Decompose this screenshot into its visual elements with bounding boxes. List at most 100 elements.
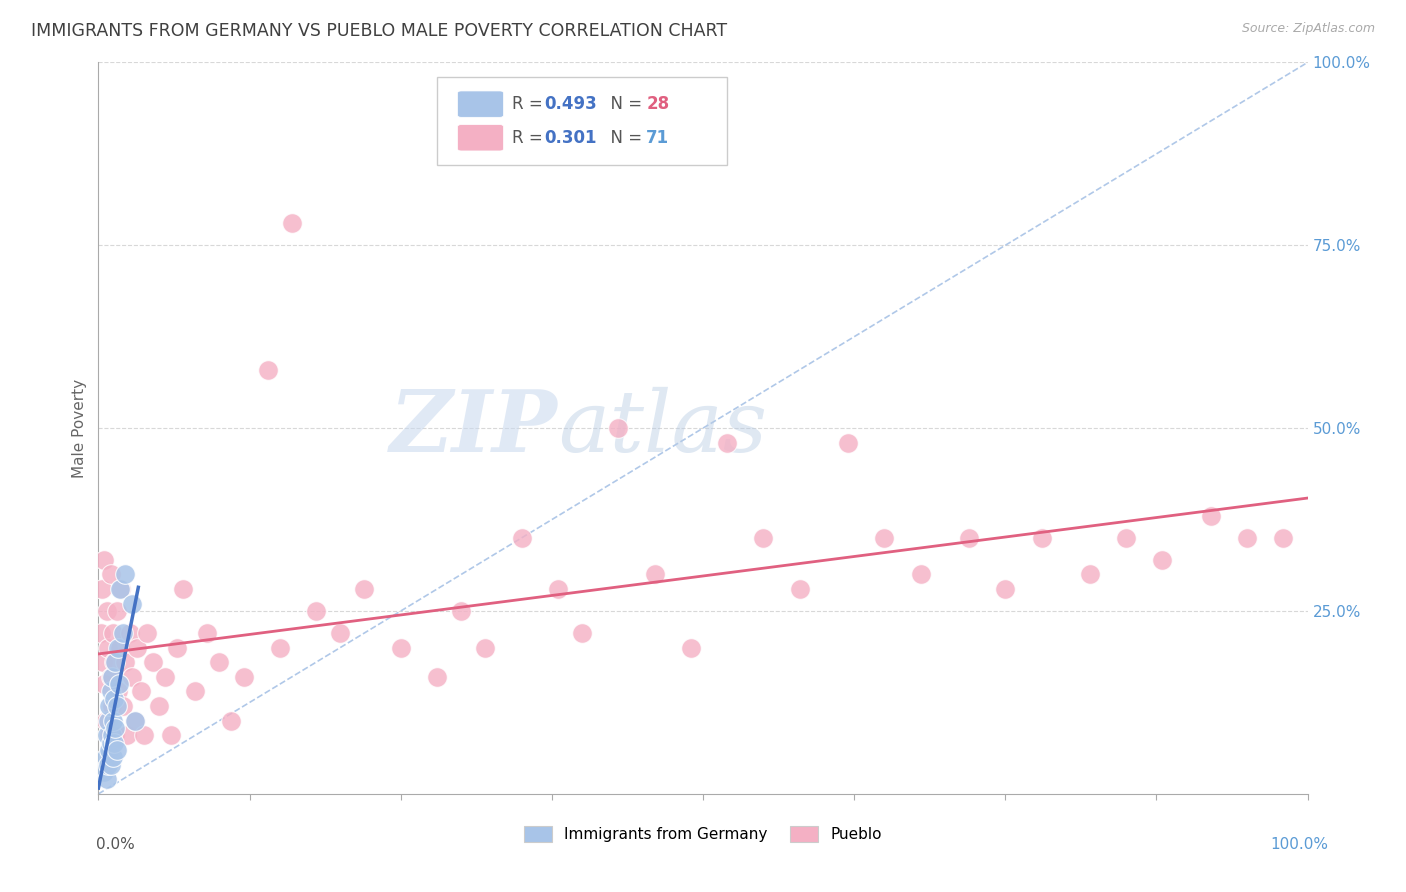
FancyBboxPatch shape xyxy=(437,77,727,165)
Point xyxy=(94,714,117,728)
Point xyxy=(329,626,352,640)
Point xyxy=(100,757,122,772)
Point xyxy=(105,604,128,618)
Point xyxy=(474,640,496,655)
Point xyxy=(91,582,114,596)
Text: 28: 28 xyxy=(647,95,669,113)
Point xyxy=(129,684,152,698)
Text: 0.493: 0.493 xyxy=(544,95,598,113)
Text: R =: R = xyxy=(512,95,548,113)
Point xyxy=(679,640,702,655)
Point xyxy=(98,728,121,742)
Point xyxy=(93,553,115,567)
Point xyxy=(104,655,127,669)
Text: Source: ZipAtlas.com: Source: ZipAtlas.com xyxy=(1241,22,1375,36)
Point xyxy=(97,757,120,772)
Point xyxy=(96,604,118,618)
Point xyxy=(1272,531,1295,545)
Point xyxy=(127,640,149,655)
Point xyxy=(118,626,141,640)
Point xyxy=(121,597,143,611)
Text: IMMIGRANTS FROM GERMANY VS PUEBLO MALE POVERTY CORRELATION CHART: IMMIGRANTS FROM GERMANY VS PUEBLO MALE P… xyxy=(31,22,727,40)
Point xyxy=(172,582,194,596)
Point xyxy=(100,736,122,750)
Point xyxy=(105,699,128,714)
Point xyxy=(148,699,170,714)
Point xyxy=(571,626,593,640)
Point xyxy=(305,604,328,618)
Point xyxy=(607,421,630,435)
Point xyxy=(98,699,121,714)
Text: 0.301: 0.301 xyxy=(544,128,598,147)
Point xyxy=(96,772,118,787)
Point xyxy=(1078,567,1101,582)
Point xyxy=(93,764,115,779)
Point xyxy=(108,640,131,655)
Point xyxy=(114,567,136,582)
Text: atlas: atlas xyxy=(558,387,768,469)
Point xyxy=(232,670,254,684)
Point xyxy=(97,640,120,655)
Point xyxy=(166,640,188,655)
Point xyxy=(195,626,218,640)
Point xyxy=(94,750,117,764)
Text: N =: N = xyxy=(600,128,648,147)
Point xyxy=(1236,531,1258,545)
Point xyxy=(1199,508,1222,523)
Point xyxy=(107,684,129,698)
Point xyxy=(1152,553,1174,567)
Point xyxy=(124,714,146,728)
Point xyxy=(789,582,811,596)
Point xyxy=(1031,531,1053,545)
Point xyxy=(103,736,125,750)
Point xyxy=(111,626,134,640)
Point xyxy=(114,655,136,669)
Point xyxy=(107,640,129,655)
Point xyxy=(510,531,533,545)
Point xyxy=(994,582,1017,596)
Point xyxy=(104,728,127,742)
Point xyxy=(108,582,131,596)
Point xyxy=(142,655,165,669)
Point xyxy=(752,531,775,545)
Point xyxy=(100,728,122,742)
Point xyxy=(124,714,146,728)
Point xyxy=(957,531,980,545)
Point xyxy=(256,362,278,376)
Text: R =: R = xyxy=(512,128,548,147)
Point xyxy=(97,714,120,728)
Point xyxy=(101,626,124,640)
Point xyxy=(103,655,125,669)
Text: 100.0%: 100.0% xyxy=(1271,838,1329,852)
Point xyxy=(426,670,449,684)
Point xyxy=(101,750,124,764)
Point xyxy=(93,677,115,691)
Point xyxy=(100,684,122,698)
Point xyxy=(111,699,134,714)
Point xyxy=(100,699,122,714)
Point xyxy=(716,435,738,450)
Point xyxy=(135,626,157,640)
Point xyxy=(91,655,114,669)
Point xyxy=(98,743,121,757)
Point xyxy=(90,626,112,640)
Point xyxy=(873,531,896,545)
Point xyxy=(110,582,132,596)
Point xyxy=(184,684,207,698)
Point xyxy=(837,435,859,450)
Point xyxy=(103,691,125,706)
Text: 0.0%: 0.0% xyxy=(96,838,135,852)
Point xyxy=(281,216,304,230)
Point xyxy=(389,640,412,655)
Y-axis label: Male Poverty: Male Poverty xyxy=(72,378,87,478)
Point xyxy=(100,670,122,684)
Text: ZIP: ZIP xyxy=(389,386,558,470)
Point xyxy=(121,670,143,684)
Point xyxy=(105,743,128,757)
Point xyxy=(221,714,243,728)
Text: N =: N = xyxy=(600,95,648,113)
Point xyxy=(101,714,124,728)
Point xyxy=(108,677,131,691)
Point xyxy=(644,567,666,582)
Point xyxy=(153,670,176,684)
